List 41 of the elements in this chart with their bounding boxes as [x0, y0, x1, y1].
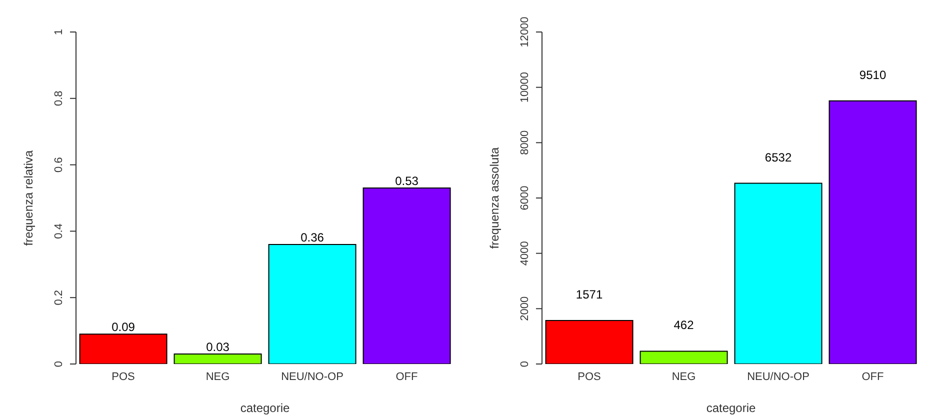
data-label: 0.09 — [112, 320, 136, 334]
y-tick-label: 6000 — [519, 186, 531, 210]
x-tick-label: NEU/NO-OP — [747, 370, 810, 383]
y-tick-label: 0.2 — [53, 290, 65, 306]
y-tick-label: 8000 — [519, 130, 531, 155]
y-tick-label: 0.6 — [53, 157, 65, 172]
bar — [362, 188, 451, 364]
x-axis-title: categorie — [706, 401, 756, 415]
bar — [268, 244, 356, 364]
x-tick-label: NEG — [672, 370, 696, 383]
y-tick-label: 4000 — [519, 241, 531, 266]
data-label: 9510 — [859, 68, 886, 82]
y-tick-label: 0.4 — [53, 224, 65, 239]
x-tick-label: OFF — [862, 370, 884, 383]
y-tick-label: 12000 — [519, 16, 531, 48]
x-tick-label: POS — [578, 370, 601, 383]
y-tick-label: 0 — [53, 360, 65, 368]
data-label: 1571 — [576, 288, 603, 302]
bar — [734, 182, 822, 364]
data-label: 462 — [674, 318, 694, 332]
bar — [545, 320, 634, 364]
y-axis-title: frequenza assoluta — [487, 146, 502, 249]
bar — [828, 100, 917, 364]
data-label: 6532 — [764, 150, 792, 164]
x-axis-title: categorie — [240, 401, 290, 415]
y-tick-label: 2000 — [519, 296, 531, 321]
y-tick-label: 0 — [519, 360, 531, 368]
data-label: 0.53 — [395, 174, 419, 188]
y-tick-label: 0.8 — [53, 90, 65, 106]
y-axis-title: frequenza relativa — [21, 150, 36, 246]
data-label: 0.36 — [300, 230, 324, 244]
bar — [79, 334, 168, 364]
x-tick-label: NEG — [206, 370, 230, 383]
bar — [174, 354, 262, 364]
bar — [640, 350, 728, 364]
x-tick-label: NEU/NO-OP — [281, 370, 344, 383]
y-tick-label: 10000 — [519, 72, 531, 103]
y-tick-label: 1 — [53, 28, 65, 36]
data-label: 0.03 — [206, 340, 230, 354]
x-tick-label: POS — [112, 370, 135, 383]
x-tick-label: OFF — [396, 370, 418, 383]
